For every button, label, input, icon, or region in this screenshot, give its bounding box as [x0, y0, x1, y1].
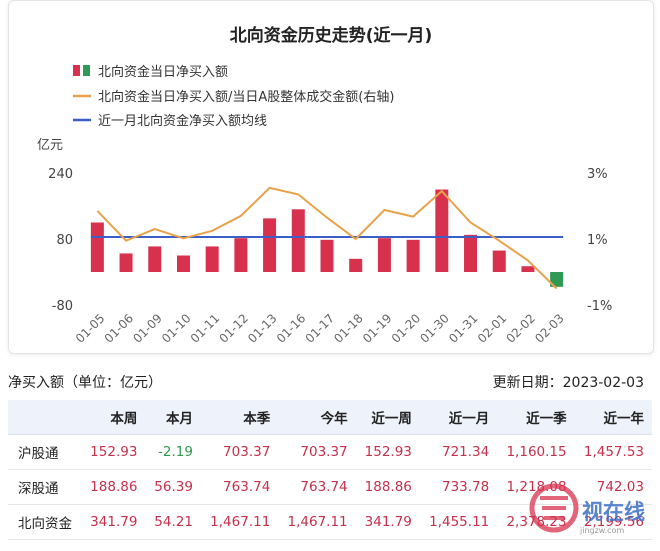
table-cell: 763.74 — [200, 469, 279, 505]
table-cell: 54.21 — [145, 504, 201, 540]
x-tick-label: 01-13 — [245, 311, 280, 346]
y-tick-right: -1% — [587, 299, 612, 314]
x-tick-label: 01-19 — [360, 311, 395, 346]
legend-swatch-green — [83, 65, 90, 76]
table-cell: 721.34 — [419, 434, 498, 470]
table-row: 沪股通 152.93 -2.19 703.37 703.37 152.93 721.34 1,… — [8, 434, 652, 470]
y-tick-left: 240 — [48, 167, 73, 182]
table-header-row: 本周 本月 本季 今年 近一周 近一月 近一季 近一年 — [8, 400, 652, 435]
table-row: 北向资金 341.79 54.21 1,467.11 1,467.11 341.79 1,4… — [8, 504, 652, 540]
table-cell: 763.74 — [278, 469, 356, 505]
x-tick-label: 01-05 — [73, 311, 108, 346]
x-tick-label: 01-11 — [188, 311, 223, 346]
column-header: 近一月 — [419, 400, 498, 435]
table-row: 深股通 188.86 56.39 763.74 763.74 188.86 733.78 1,… — [8, 469, 652, 505]
bar — [205, 246, 219, 272]
table-cell: 188.86 — [355, 469, 420, 505]
x-tick-label: 01-16 — [274, 311, 309, 346]
table-cell: 2,378.23 — [497, 504, 575, 540]
y-tick-left: 80 — [56, 233, 73, 248]
x-tick-label: 01-18 — [331, 311, 366, 346]
table-title: 净买入额（单位：亿元） — [8, 375, 162, 391]
column-header: 本周 — [81, 400, 146, 435]
x-tick-label: 01-06 — [102, 311, 137, 346]
table-cell: 1,160.15 — [497, 434, 575, 470]
table-cell: 152.93 — [355, 434, 420, 470]
bar — [377, 238, 391, 272]
bar — [349, 258, 363, 272]
chart-svg: 北向资金历史走势(近一月) 北向资金当日净买入额北向资金当日净买入额/当日A股整体… — [37, 25, 612, 346]
x-tick-label: 02-03 — [532, 311, 567, 346]
x-tick-label: 02-01 — [475, 311, 510, 346]
net-buy-table: 本周 本月 本季 今年 近一周 近一月 近一季 近一年 沪股通 152.93 -2.… — [8, 400, 652, 540]
table-cell: 1,455.11 — [419, 504, 498, 540]
bar — [176, 255, 190, 272]
column-header: 本季 — [200, 400, 279, 435]
y-tick-left: -80 — [52, 299, 73, 314]
bar — [406, 239, 420, 272]
bar — [435, 189, 449, 272]
table-cell: 56.39 — [145, 469, 201, 505]
bar — [148, 246, 162, 272]
table-cell: 733.78 — [419, 469, 498, 505]
table-cell: 188.86 — [81, 469, 146, 505]
column-header: 近一周 — [355, 400, 420, 435]
table-cell: 1,467.11 — [200, 504, 279, 540]
legend-label: 近一月北向资金净买入额均线 — [98, 113, 267, 129]
x-tick-label: 01-20 — [389, 311, 424, 346]
x-tick-label: 01-10 — [159, 311, 194, 346]
chart-title: 北向资金历史走势(近一月) — [230, 25, 433, 46]
table-cell: 1,457.53 — [574, 434, 652, 470]
bar — [320, 239, 334, 272]
column-header: 本月 — [145, 400, 201, 435]
bar — [521, 266, 535, 272]
y-tick-right: 3% — [587, 167, 608, 182]
table-cell: 152.93 — [81, 434, 146, 470]
x-tick-label: 01-30 — [417, 311, 452, 346]
column-header: 近一年 — [574, 400, 652, 435]
table-cell: 703.37 — [200, 434, 279, 470]
x-tick-label: 02-02 — [504, 311, 539, 346]
table-cell: 703.37 — [278, 434, 356, 470]
chart-panel: 北向资金历史走势(近一月) 北向资金当日净买入额北向资金当日净买入额/当日A股整体… — [8, 0, 654, 354]
table-header: 净买入额（单位：亿元） 更新日期：2023-02-03 — [8, 372, 652, 392]
table-cell: 341.79 — [355, 504, 420, 540]
table-cell: 341.79 — [81, 504, 146, 540]
bar — [90, 222, 104, 272]
ratio-line — [96, 186, 558, 290]
y-tick-right: 1% — [587, 233, 608, 248]
bar — [234, 238, 248, 272]
legend-label: 北向资金当日净买入额 — [98, 64, 228, 80]
legend-label: 北向资金当日净买入额/当日A股整体成交金额(右轴) — [98, 89, 394, 105]
table-cell: 742.03 — [574, 469, 652, 505]
update-date: 更新日期：2023-02-03 — [492, 375, 644, 391]
y-axis-unit: 亿元 — [37, 138, 63, 153]
bar — [119, 253, 133, 272]
legend-swatch-red — [73, 65, 80, 76]
x-tick-label: 01-17 — [303, 311, 338, 346]
column-header: 今年 — [278, 400, 356, 435]
table-cell: 2,199.56 — [574, 504, 652, 540]
x-tick-label: 01-31 — [446, 311, 481, 346]
bar — [291, 209, 305, 272]
table-cell: -2.19 — [145, 434, 201, 470]
row-label: 北向资金 — [8, 504, 82, 540]
x-tick-label: 01-09 — [130, 311, 165, 346]
column-header: 近一季 — [497, 400, 575, 435]
table-body: 沪股通 152.93 -2.19 703.37 703.37 152.93 721.34 1,… — [8, 434, 652, 540]
bar — [492, 250, 506, 272]
table-cell: 1,467.11 — [278, 504, 356, 540]
bar — [550, 272, 564, 287]
column-header — [8, 400, 82, 435]
row-label: 沪股通 — [8, 434, 82, 470]
bar — [263, 218, 277, 272]
row-label: 深股通 — [8, 469, 82, 505]
table-cell: 1,218.08 — [497, 469, 575, 505]
bar — [464, 234, 478, 272]
x-tick-label: 01-12 — [216, 311, 251, 346]
